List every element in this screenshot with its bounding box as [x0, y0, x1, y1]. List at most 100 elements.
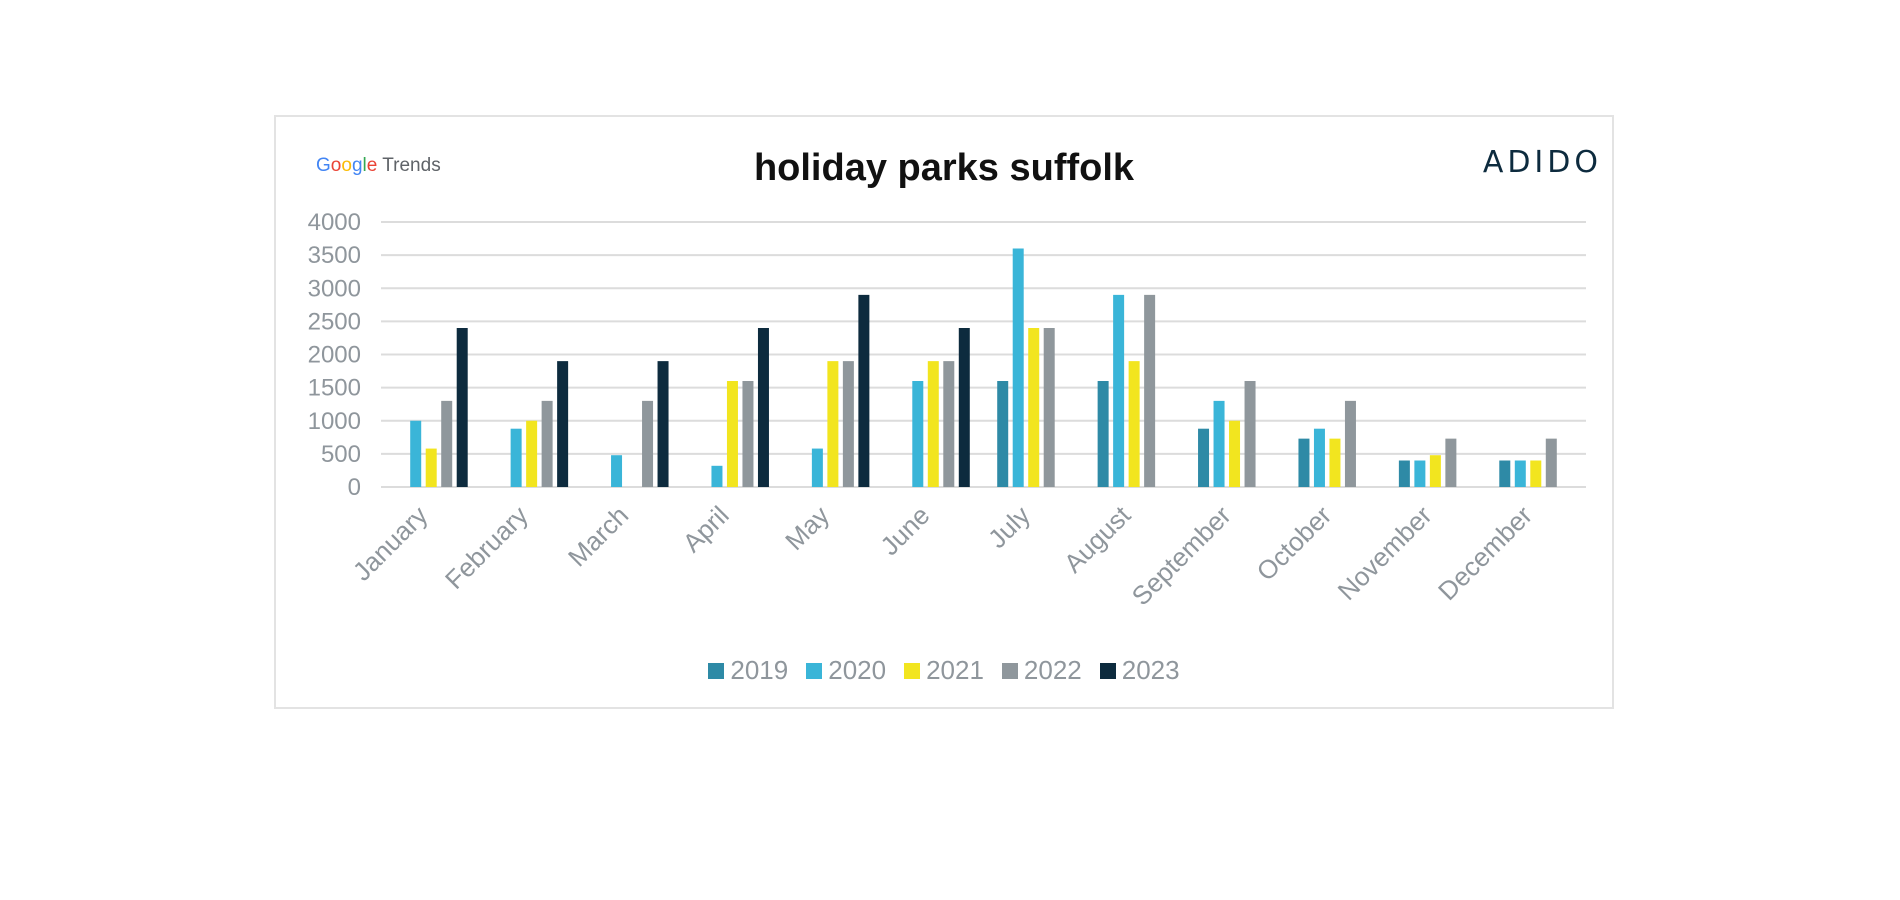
bar-2020-august	[1113, 294, 1125, 487]
x-tick-label: October	[1251, 500, 1338, 587]
bar-2022-august	[1144, 294, 1156, 487]
legend-swatch	[806, 662, 823, 679]
bar-chart: 0 500 1000 1500 2000 2500 3000 3500 4000 January…	[308, 209, 1586, 611]
gridlines	[381, 221, 1586, 488]
y-axis-ticks: 0 500 1000 1500 2000 2500 3000 3500 4000	[308, 209, 361, 501]
bar-2021-june	[927, 361, 939, 487]
google-letter: e	[366, 155, 378, 176]
bar-2020-june	[912, 381, 924, 487]
chart-card: Google Trends holiday parks suffolk ADID…	[274, 115, 1614, 709]
bar-2019-december	[1499, 460, 1511, 487]
y-tick-label: 3000	[308, 275, 361, 302]
google-trends-logo: Google Trends	[316, 155, 441, 177]
x-tick-label: January	[347, 500, 434, 587]
bar-2019-july	[997, 381, 1009, 487]
bar-2021-august	[1128, 361, 1140, 487]
bar-2022-may	[842, 361, 854, 487]
bar-2022-july	[1043, 328, 1055, 487]
x-tick-label: September	[1126, 500, 1237, 611]
bar-2021-december	[1530, 460, 1542, 487]
google-letter: G	[316, 155, 331, 176]
legend-swatch	[708, 662, 725, 679]
y-tick-label: 500	[321, 441, 361, 468]
y-tick-label: 1500	[308, 375, 361, 402]
bar-2020-march	[611, 455, 623, 487]
legend-item: 2021	[904, 655, 984, 686]
bar-2021-september	[1229, 420, 1241, 487]
bar-2023-march	[657, 361, 669, 487]
bar-2022-april	[742, 381, 754, 487]
bar-2021-may	[827, 361, 839, 487]
legend-label: 2019	[730, 655, 789, 685]
legend: 2019 2020 2021 2022 2023	[276, 655, 1612, 686]
google-letter: l	[362, 155, 367, 176]
bar-2021-february	[526, 420, 538, 487]
x-tick-label: April	[677, 500, 735, 558]
bar-2022-january	[441, 400, 453, 487]
trends-word: Trends	[382, 155, 441, 176]
bar-2022-june	[943, 361, 955, 487]
legend-item: 2019	[708, 655, 788, 686]
bar-2023-april	[757, 328, 769, 487]
x-tick-label: March	[562, 500, 634, 572]
bar-2020-april	[711, 465, 723, 487]
x-tick-label: February	[439, 500, 534, 595]
bar-2023-june	[958, 328, 970, 487]
y-tick-label: 2500	[308, 308, 361, 335]
y-tick-label: 2000	[308, 342, 361, 369]
bar-2019-august	[1097, 381, 1109, 487]
google-letter: o	[330, 155, 342, 176]
google-letter: o	[341, 155, 352, 176]
bar-2020-may	[811, 448, 823, 487]
bar-2023-january	[456, 328, 468, 487]
bar-2022-december	[1545, 438, 1557, 487]
google-letter: g	[351, 155, 363, 176]
adido-logo: ADIDO	[1482, 145, 1602, 180]
y-tick-label: 4000	[308, 209, 361, 236]
legend-swatch	[1001, 662, 1018, 679]
bar-2019-september	[1198, 428, 1210, 487]
x-tick-label: December	[1432, 500, 1538, 606]
legend-item: 2023	[1099, 655, 1180, 686]
bar-2023-february	[557, 361, 569, 487]
bar-2019-october	[1298, 438, 1310, 487]
x-axis-labels: January February March April May June July Augu…	[347, 499, 1538, 611]
legend-label: 2022	[1023, 655, 1082, 685]
bar-2021-july	[1028, 328, 1040, 487]
bar-2021-november	[1429, 455, 1441, 487]
bar-2021-april	[726, 381, 738, 487]
x-tick-label: June	[874, 500, 935, 561]
y-tick-label: 1000	[308, 408, 361, 435]
bar-2023-may	[858, 294, 870, 487]
legend-label: 2021	[926, 655, 984, 685]
bar-2020-november	[1414, 460, 1426, 487]
legend-label: 2020	[828, 655, 887, 685]
google-wordmark: Google	[316, 155, 377, 176]
y-tick-label: 0	[348, 474, 361, 501]
x-tick-label: July	[982, 500, 1036, 554]
legend-item: 2020	[806, 655, 886, 686]
bar-2020-july	[1012, 248, 1024, 487]
bars	[410, 248, 1557, 487]
bar-2022-march	[642, 400, 654, 487]
bar-2022-november	[1445, 438, 1457, 487]
legend-swatch	[904, 662, 921, 679]
legend-label: 2023	[1121, 655, 1180, 685]
bar-2020-february	[510, 428, 522, 487]
bar-2021-october	[1329, 438, 1341, 487]
y-tick-label: 3500	[308, 242, 361, 269]
bar-2022-february	[541, 400, 553, 487]
bar-2020-september	[1213, 400, 1225, 487]
chart-title: holiday parks suffolk	[753, 147, 1135, 189]
x-tick-label: August	[1058, 499, 1137, 578]
legend-swatch	[1099, 662, 1116, 679]
bar-2020-october	[1313, 428, 1325, 487]
legend-item: 2022	[1001, 655, 1082, 686]
bar-2019-november	[1398, 460, 1410, 487]
bar-2020-december	[1514, 460, 1526, 487]
x-tick-label: November	[1332, 500, 1438, 606]
x-tick-label: May	[779, 500, 835, 556]
bar-2020-january	[410, 420, 422, 487]
bar-2021-january	[425, 448, 437, 487]
bar-2022-october	[1344, 400, 1356, 487]
